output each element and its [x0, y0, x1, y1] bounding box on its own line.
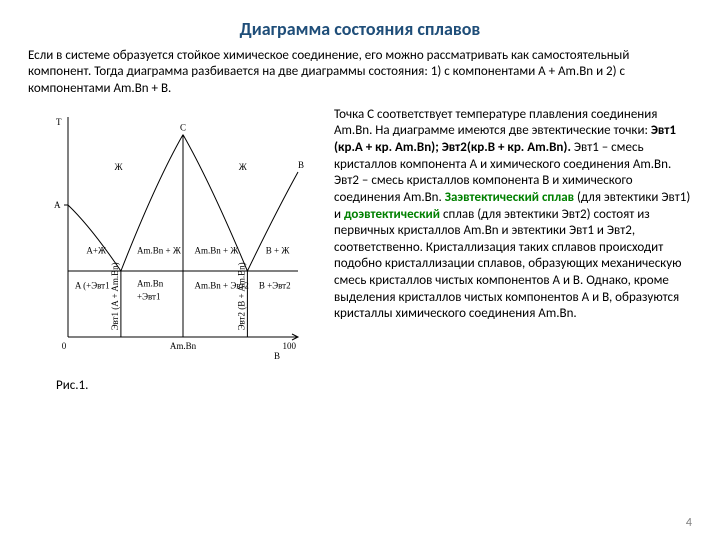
- green-term2: доэвтектический: [344, 207, 440, 222]
- page-title: Диаграмма состояния сплавов: [28, 18, 692, 40]
- diagram-panel: T 0 100 Am.Bn B A B C Ж Ж A+Ж Am.Bn + Ж Am.Bn + Ж B +…: [28, 107, 318, 393]
- green-term1: Заэвтектический сплав: [445, 190, 574, 205]
- svg-text:Эвт2 (B + Am.Bn): Эвт2 (B + Am.Bn): [236, 262, 246, 330]
- svg-text:A+Ж: A+Ж: [86, 245, 107, 255]
- svg-text:A (+Эвт1: A (+Эвт1: [75, 280, 110, 290]
- svg-text:C: C: [180, 122, 186, 132]
- svg-text:Am.Bn + Ж: Am.Bn + Ж: [195, 245, 240, 255]
- body-part4: сплав (для эвтектики Эвт2) состоят из пе…: [334, 207, 681, 322]
- svg-text:+Эвт1: +Эвт1: [137, 291, 160, 301]
- figure-caption: Рис.1.: [28, 378, 318, 393]
- svg-text:100: 100: [283, 341, 297, 351]
- svg-text:Am.Bn: Am.Bn: [170, 341, 197, 351]
- svg-text:Ж: Ж: [239, 162, 248, 172]
- svg-text:0: 0: [62, 341, 67, 351]
- svg-text:Am.Bn: Am.Bn: [137, 278, 164, 288]
- svg-text:Ж: Ж: [115, 162, 124, 172]
- svg-text:B: B: [298, 160, 304, 170]
- svg-text:B +Эвт2: B +Эвт2: [259, 280, 291, 290]
- body-text: Точка C соответствует температуре плавле…: [334, 107, 692, 393]
- phase-diagram: T 0 100 Am.Bn B A B C Ж Ж A+Ж Am.Bn + Ж Am.Bn + Ж B +…: [28, 107, 308, 367]
- page-number: 4: [686, 516, 692, 530]
- svg-text:Am.Bn + Ж: Am.Bn + Ж: [137, 245, 182, 255]
- svg-text:B + Ж: B + Ж: [266, 245, 291, 255]
- body-part1: Точка C соответствует температуре плавле…: [334, 107, 657, 139]
- svg-text:T: T: [56, 117, 62, 127]
- svg-text:Эвт1 (A + Am.Bn): Эвт1 (A + Am.Bn): [110, 262, 120, 330]
- svg-text:A: A: [54, 200, 61, 210]
- intro-paragraph: Если в системе образуется стойкое химиче…: [28, 48, 692, 97]
- svg-text:B: B: [274, 351, 280, 361]
